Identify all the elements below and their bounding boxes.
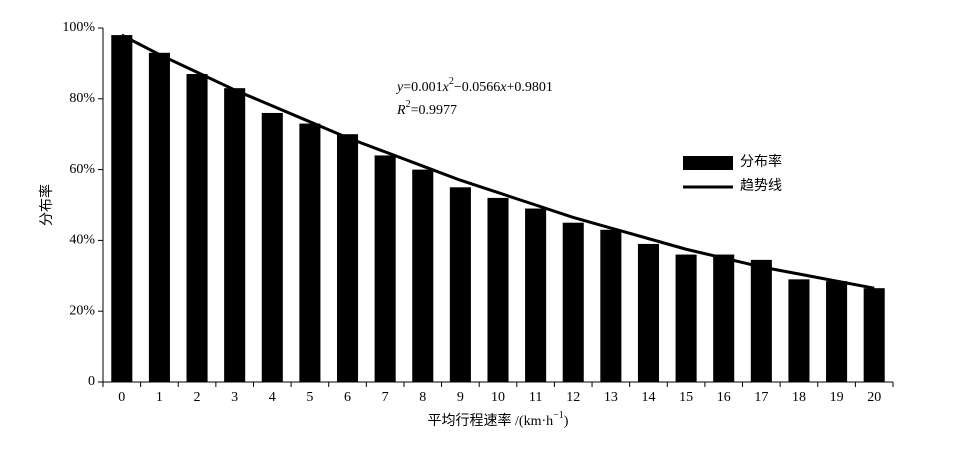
x-axis-label: 平均行程速率 /(km·h−1) (428, 410, 569, 429)
trend-line (121, 33, 875, 290)
x-tick-label: 15 (679, 390, 693, 405)
x-axis-label-part: −1 (553, 410, 564, 421)
bar (261, 112, 283, 383)
y-tick-label: 40% (69, 233, 95, 248)
bar (449, 187, 471, 382)
bar (299, 123, 321, 382)
annotation: R2=0.9977 (396, 99, 457, 118)
bar (788, 279, 810, 382)
x-tick-label: 7 (382, 390, 389, 405)
bar (562, 222, 584, 382)
annotation-part: 2 (406, 99, 411, 110)
x-tick-label: 6 (344, 390, 351, 405)
y-tick-label: 0 (88, 374, 95, 389)
annotation-part: x (442, 80, 450, 95)
legend-swatch (683, 156, 733, 170)
bar (111, 35, 133, 383)
x-tick-label: 3 (231, 390, 238, 405)
annotation-part: x (499, 80, 507, 95)
x-tick-label: 18 (792, 390, 806, 405)
x-tick-label: 9 (457, 390, 464, 405)
y-tick-label: 60% (69, 162, 95, 177)
bar (600, 229, 622, 382)
x-tick-label: 14 (641, 390, 655, 405)
x-tick-label: 10 (491, 390, 505, 405)
legend-label: 分布率 (740, 153, 782, 170)
annotation: y=0.001x2−0.0566x+0.9801 (395, 76, 553, 95)
annotation-part: +0.9801 (506, 80, 552, 95)
x-tick-label: 8 (419, 390, 426, 405)
x-tick-label: 17 (754, 390, 768, 405)
bar (412, 169, 434, 382)
x-tick-label: 16 (717, 390, 731, 405)
bar (336, 134, 359, 382)
bar (374, 155, 396, 382)
annotation-part: R (396, 103, 406, 118)
legend-label: 趋势线 (740, 178, 782, 194)
x-axis-label-part: ) (564, 414, 569, 429)
bar (224, 88, 246, 383)
bar (186, 74, 208, 383)
x-tick-label: 1 (156, 390, 163, 405)
x-tick-label: 20 (867, 390, 881, 405)
annotation-part: y (395, 80, 404, 95)
bar (713, 254, 735, 382)
x-tick-label: 13 (604, 390, 618, 405)
x-axis-label-part: 平均行程速率 /(km·h (428, 412, 554, 429)
x-tick-label: 11 (529, 390, 542, 405)
annotation-part: =0.001 (403, 80, 442, 95)
bar (826, 281, 848, 382)
y-axis-label: 分布率 (38, 184, 55, 226)
x-tick-label: 2 (194, 390, 201, 405)
x-tick-label: 19 (830, 390, 844, 405)
bar (637, 243, 660, 382)
y-tick-label: 20% (69, 303, 95, 318)
bar (525, 208, 547, 382)
bar (148, 52, 170, 382)
x-tick-label: 4 (269, 390, 276, 405)
annotation-part: −0.0566 (454, 80, 500, 95)
annotation-part: =0.9977 (411, 103, 457, 118)
y-tick-label: 100% (62, 20, 95, 35)
bar (863, 288, 885, 382)
bar (675, 254, 697, 382)
x-tick-label: 12 (566, 390, 580, 405)
x-tick-label: 0 (118, 390, 125, 405)
bar (750, 259, 772, 382)
annotation-part: 2 (449, 76, 454, 87)
x-tick-label: 5 (306, 390, 313, 405)
y-tick-label: 80% (69, 91, 95, 106)
bar (487, 197, 509, 382)
